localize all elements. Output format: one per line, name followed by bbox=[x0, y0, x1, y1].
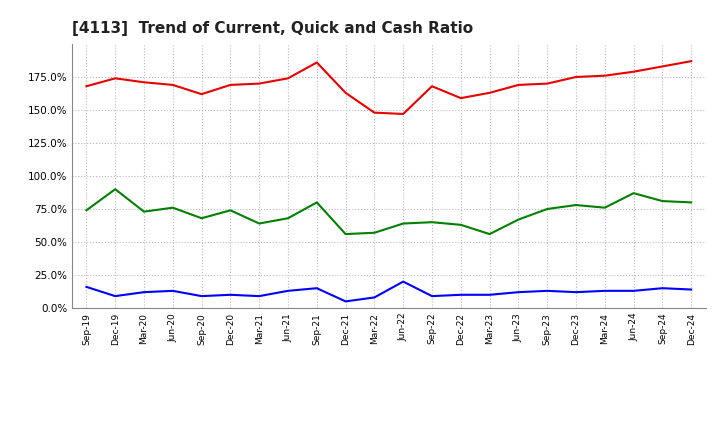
Current Ratio bbox=[370, 110, 379, 115]
Quick Ratio bbox=[140, 209, 148, 214]
Quick Ratio bbox=[226, 208, 235, 213]
Cash Ratio bbox=[572, 290, 580, 295]
Cash Ratio bbox=[82, 284, 91, 290]
Quick Ratio bbox=[284, 216, 292, 221]
Current Ratio bbox=[658, 64, 667, 69]
Quick Ratio bbox=[399, 221, 408, 226]
Quick Ratio bbox=[456, 222, 465, 227]
Current Ratio bbox=[485, 90, 494, 95]
Cash Ratio bbox=[341, 299, 350, 304]
Current Ratio bbox=[572, 74, 580, 80]
Cash Ratio bbox=[140, 290, 148, 295]
Current Ratio bbox=[456, 95, 465, 101]
Quick Ratio bbox=[572, 202, 580, 208]
Cash Ratio bbox=[168, 288, 177, 293]
Current Ratio bbox=[82, 84, 91, 89]
Current Ratio bbox=[687, 59, 696, 64]
Current Ratio bbox=[543, 81, 552, 86]
Current Ratio bbox=[428, 84, 436, 89]
Cash Ratio bbox=[399, 279, 408, 284]
Quick Ratio bbox=[485, 231, 494, 237]
Cash Ratio bbox=[514, 290, 523, 295]
Current Ratio bbox=[255, 81, 264, 86]
Current Ratio bbox=[284, 76, 292, 81]
Quick Ratio bbox=[543, 206, 552, 212]
Line: Cash Ratio: Cash Ratio bbox=[86, 282, 691, 301]
Quick Ratio bbox=[197, 216, 206, 221]
Quick Ratio bbox=[370, 230, 379, 235]
Current Ratio bbox=[629, 69, 638, 74]
Quick Ratio bbox=[658, 198, 667, 204]
Quick Ratio bbox=[600, 205, 609, 210]
Quick Ratio bbox=[168, 205, 177, 210]
Current Ratio bbox=[514, 82, 523, 88]
Line: Quick Ratio: Quick Ratio bbox=[86, 189, 691, 234]
Cash Ratio bbox=[226, 292, 235, 297]
Quick Ratio bbox=[111, 187, 120, 192]
Cash Ratio bbox=[600, 288, 609, 293]
Cash Ratio bbox=[197, 293, 206, 299]
Quick Ratio bbox=[514, 217, 523, 222]
Cash Ratio bbox=[543, 288, 552, 293]
Current Ratio bbox=[111, 76, 120, 81]
Quick Ratio bbox=[428, 220, 436, 225]
Cash Ratio bbox=[658, 286, 667, 291]
Current Ratio bbox=[140, 80, 148, 85]
Current Ratio bbox=[600, 73, 609, 78]
Line: Current Ratio: Current Ratio bbox=[86, 61, 691, 114]
Cash Ratio bbox=[370, 295, 379, 300]
Current Ratio bbox=[226, 82, 235, 88]
Cash Ratio bbox=[284, 288, 292, 293]
Quick Ratio bbox=[687, 200, 696, 205]
Cash Ratio bbox=[111, 293, 120, 299]
Cash Ratio bbox=[687, 287, 696, 292]
Cash Ratio bbox=[428, 293, 436, 299]
Quick Ratio bbox=[341, 231, 350, 237]
Current Ratio bbox=[312, 60, 321, 65]
Cash Ratio bbox=[485, 292, 494, 297]
Current Ratio bbox=[341, 90, 350, 95]
Text: [4113]  Trend of Current, Quick and Cash Ratio: [4113] Trend of Current, Quick and Cash … bbox=[72, 21, 473, 36]
Current Ratio bbox=[168, 82, 177, 88]
Current Ratio bbox=[197, 92, 206, 97]
Quick Ratio bbox=[312, 200, 321, 205]
Cash Ratio bbox=[312, 286, 321, 291]
Cash Ratio bbox=[456, 292, 465, 297]
Quick Ratio bbox=[629, 191, 638, 196]
Quick Ratio bbox=[82, 208, 91, 213]
Cash Ratio bbox=[255, 293, 264, 299]
Cash Ratio bbox=[629, 288, 638, 293]
Quick Ratio bbox=[255, 221, 264, 226]
Current Ratio bbox=[399, 111, 408, 117]
